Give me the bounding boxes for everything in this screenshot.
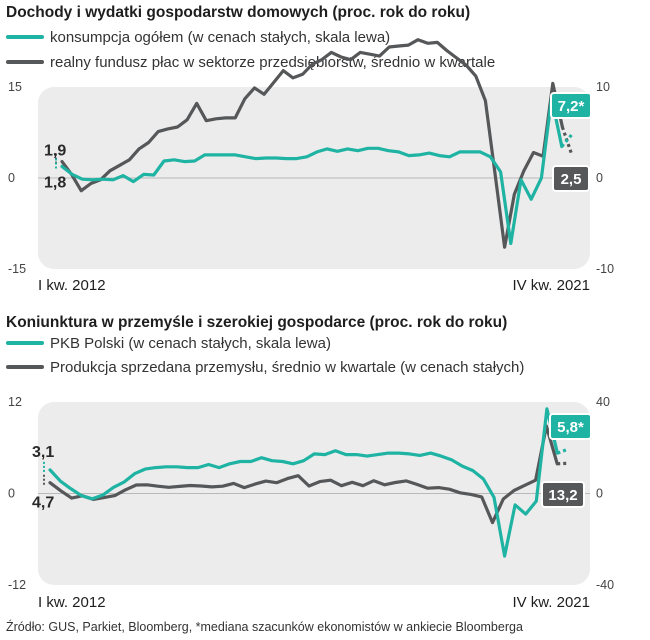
chart1-series xyxy=(55,38,574,249)
right-axis-tick: 0 xyxy=(596,171,603,185)
chart2-x-start-label: I kw. 2012 xyxy=(38,594,106,611)
right-axis-tick: 40 xyxy=(596,395,610,409)
chart2-left-axis: 12 0 -12 xyxy=(8,395,26,592)
series-forecast-segment xyxy=(560,133,574,148)
chart1-title: Dochody i wydatki gospodarstw domowych (… xyxy=(6,4,470,21)
end-value-badge xyxy=(541,481,585,508)
series-line xyxy=(48,407,560,558)
series-line xyxy=(60,38,565,249)
series-line xyxy=(60,96,564,246)
series-line xyxy=(48,424,559,525)
chart1-legend-wages: realny fundusz płac w sektorze przedsięb… xyxy=(50,54,495,71)
series-start-value-label: 1,9 xyxy=(44,142,66,159)
left-axis-tick: 15 xyxy=(8,80,22,94)
series-start-value-label: 3,1 xyxy=(32,444,54,461)
chart2-value-labels: 3,1 5,8* 4,7 13,2 xyxy=(32,413,592,512)
end-value-badge xyxy=(550,92,592,119)
left-axis-tick: 12 xyxy=(8,395,22,409)
series-start-value-label: 1,8 xyxy=(44,175,66,192)
end-value-badge-label: 2,5 xyxy=(561,171,582,188)
chart1-value-labels: 1,9 7,2* 1,8 2,5 xyxy=(44,92,592,192)
end-value-badge-label: 13,2 xyxy=(548,487,577,504)
right-axis-tick: 0 xyxy=(596,487,603,501)
chart2-series xyxy=(43,407,569,558)
left-axis-tick: -12 xyxy=(8,578,26,592)
chart2-title: Koniunktura w przemyśle i szerokiej gosp… xyxy=(6,314,507,331)
end-value-badge xyxy=(549,413,592,440)
end-value-badge xyxy=(552,165,590,192)
chart1-x-end-label: IV kw. 2021 xyxy=(512,277,590,294)
chart1-x-start-label: I kw. 2012 xyxy=(38,277,106,294)
end-value-badge-label: 5,8* xyxy=(557,419,584,436)
right-axis-tick: 10 xyxy=(596,80,610,94)
chart2-legend-industry: Produkcja sprzedana przemysłu, średnio w… xyxy=(50,359,524,376)
left-axis-tick: 0 xyxy=(8,171,15,185)
chart1-legend-consumption: konsumpcja ogółem (w cenach stałych, ska… xyxy=(50,29,390,46)
chart1-right-axis: 10 0 -10 xyxy=(596,80,614,276)
chart1-left-axis: 15 0 -15 xyxy=(8,80,26,276)
end-value-badge-label: 7,2* xyxy=(558,98,585,115)
left-axis-tick: 0 xyxy=(8,487,15,501)
left-axis-tick: -15 xyxy=(8,262,26,276)
chart2-x-end-label: IV kw. 2021 xyxy=(512,594,590,611)
chart2-right-axis: 40 0 -40 xyxy=(596,395,614,592)
series-start-value-label: 4,7 xyxy=(32,495,54,512)
right-axis-tick: -40 xyxy=(596,578,614,592)
series-forecast-segment xyxy=(556,447,569,455)
right-axis-tick: -10 xyxy=(596,262,614,276)
chart2-legend-gdp: PKB Polski (w cenach stałych, skala lewa… xyxy=(50,335,331,352)
source-note: Źródło: GUS, Parkiet, Bloomberg, *median… xyxy=(6,619,523,634)
